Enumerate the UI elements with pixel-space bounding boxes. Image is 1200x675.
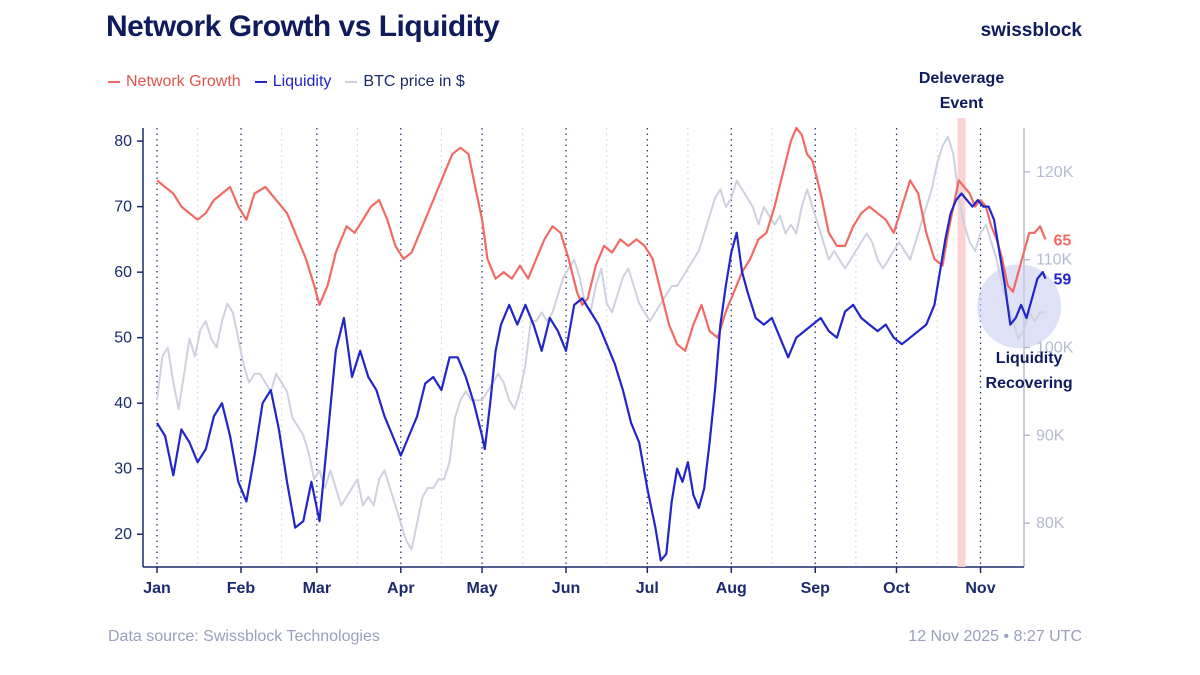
x-axis-tick-label: Feb [227, 580, 256, 597]
legend-item-btc-price[interactable]: BTC price in $ [345, 73, 465, 91]
x-axis-tick-label: Aug [716, 580, 747, 597]
x-axis-tick-label: Jul [636, 580, 659, 597]
left-axis-tick-label: 20 [114, 526, 132, 543]
x-axis-tick-label: Jan [143, 580, 171, 597]
legend-swatch-network-growth [108, 81, 120, 83]
data-source-note: Data source: Swissblock Technologies [108, 628, 380, 645]
timestamp: 12 Nov 2025 • 8:27 UTC [908, 628, 1082, 645]
left-axis-tick-label: 60 [114, 264, 132, 281]
legend-item-liquidity[interactable]: Liquidity [254, 73, 332, 91]
liquidity-recovering-label: Liquidity [996, 350, 1063, 367]
liquidity-recovering-label: Recovering [986, 375, 1073, 392]
legend-label-btc-price: BTC price in $ [363, 73, 465, 90]
legend-swatch-liquidity [254, 81, 267, 83]
deleverage-event-label: Event [940, 95, 984, 112]
x-axis-tick-label: May [467, 580, 498, 597]
left-axis-tick-label: 40 [114, 395, 132, 412]
x-axis-tick-label: Sep [801, 580, 831, 597]
chart-legend: Network Growth Liquidity BTC price in $ [108, 73, 465, 91]
deleverage-event-label: Deleverage [919, 70, 1004, 87]
legend-label-network-growth: Network Growth [126, 73, 241, 90]
legend-label-liquidity: Liquidity [272, 73, 332, 90]
x-axis-tick-label: Mar [303, 580, 331, 597]
brand-logo: swissblock [980, 20, 1082, 41]
right-axis-tick-label: 120K [1036, 164, 1074, 181]
x-axis-tick-label: Nov [965, 580, 995, 597]
x-axis-tick-label: Jun [552, 580, 580, 597]
left-axis-tick-label: 70 [114, 199, 132, 216]
end-label-network-growth: 65 [1054, 232, 1072, 249]
right-axis-tick-label: 80K [1036, 515, 1065, 532]
right-axis-tick-label: 100K [1036, 340, 1074, 357]
left-axis-tick-label: 30 [114, 461, 132, 478]
x-axis-tick-label: Oct [883, 580, 910, 597]
series-line-liquidity [156, 192, 1047, 562]
right-axis-tick-label: 110K [1036, 252, 1073, 269]
liquidity-recovery-highlight [977, 264, 1062, 349]
right-axis-tick-label: 90K [1036, 427, 1065, 444]
left-axis-tick-label: 50 [114, 330, 132, 347]
legend-swatch-btc-price [345, 81, 358, 83]
chart-title: Network Growth vs Liquidity [106, 10, 500, 43]
legend-item-network-growth[interactable]: Network Growth [108, 73, 241, 91]
series-line-network-growth [156, 126, 1047, 352]
left-axis-tick-label: 80 [114, 133, 132, 150]
end-label-liquidity: 59 [1054, 272, 1072, 289]
x-axis-tick-label: Apr [387, 580, 415, 597]
series-line-btc-price-in [156, 135, 1046, 551]
deleverage-event-band [957, 118, 966, 567]
